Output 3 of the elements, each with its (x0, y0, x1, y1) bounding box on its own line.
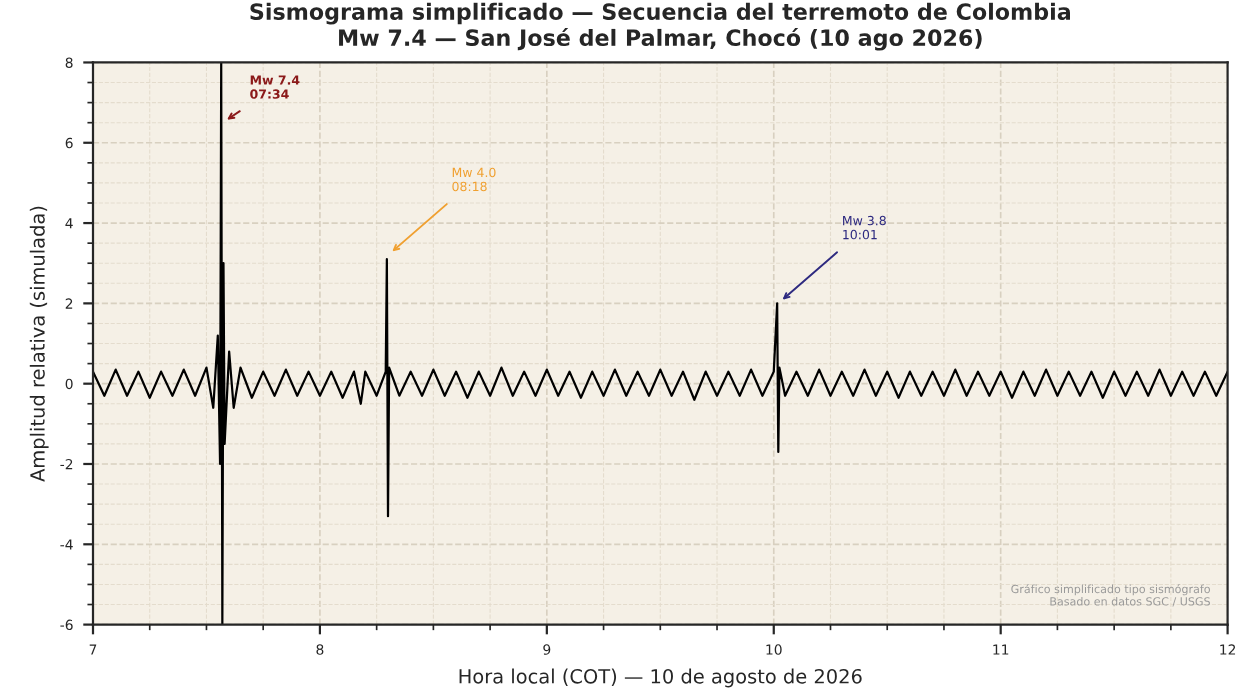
x-axis-title: Hora local (COT) — 10 de agosto de 2026 (459, 668, 862, 688)
y-axis-title: Amplitud relativa (simulada) (29, 206, 49, 482)
chart-title: Sismograma simplificado — Secuencia del terremoto de Colombia Mw 7.4 — San José del Palmar, Chocó (10 ago 2026) (250, 2, 1070, 51)
